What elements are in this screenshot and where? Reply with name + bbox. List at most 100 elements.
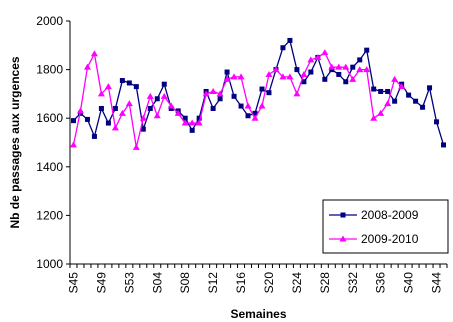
series-point	[132, 143, 140, 150]
series-point	[350, 64, 356, 70]
series-point	[371, 86, 377, 92]
series-point	[398, 83, 406, 90]
series-point	[84, 116, 90, 122]
series-point	[363, 66, 371, 73]
series-point	[293, 90, 301, 97]
series-point	[342, 63, 350, 70]
series-point	[392, 98, 398, 104]
series-point	[340, 212, 346, 218]
series-point	[167, 102, 175, 109]
series-point	[126, 80, 132, 86]
series-point	[237, 73, 245, 80]
series-point	[279, 73, 287, 80]
series-point	[377, 109, 385, 116]
x-tick-label: S44	[430, 272, 444, 294]
series-point	[427, 85, 433, 91]
series-point	[343, 79, 349, 85]
series-point	[349, 75, 357, 82]
series-point	[385, 88, 391, 94]
series-point	[230, 73, 238, 80]
x-axis-title: Semaines	[230, 307, 286, 321]
series-point	[125, 100, 133, 107]
series-point	[294, 67, 300, 73]
series-point	[202, 90, 210, 97]
series-point	[153, 112, 161, 119]
series-point	[76, 107, 84, 114]
legend-box	[322, 199, 449, 254]
y-axis-title: Nb de passages aux urgences	[8, 56, 22, 228]
series-point	[133, 84, 139, 90]
series-point	[322, 76, 328, 82]
series-point	[266, 90, 272, 96]
series-point	[223, 75, 231, 82]
series-point	[98, 105, 104, 111]
series-point	[196, 115, 202, 121]
x-tick-label: S20	[262, 272, 276, 294]
series-point	[154, 96, 160, 102]
y-tick-label: 2000	[36, 14, 63, 28]
axes	[66, 20, 448, 268]
series-point	[378, 88, 384, 94]
series-point	[182, 115, 188, 121]
legend: 2008-2009 2009-2010	[322, 199, 449, 254]
series-point	[413, 98, 419, 104]
series-point	[245, 113, 251, 119]
x-tick-label: S36	[374, 272, 388, 294]
series-point	[434, 119, 440, 125]
tick-labels: 1000 1200 1400 1600 1800 2000 S45 S49 S53 S04 S08 S…	[36, 14, 443, 293]
series-point	[301, 79, 307, 85]
x-tick-label: S49	[94, 272, 108, 294]
x-tick-label: S28	[318, 272, 332, 294]
series-point	[364, 47, 370, 53]
x-tick-label: S12	[206, 272, 220, 294]
series-point	[286, 73, 294, 80]
y-tick-label: 1200	[36, 208, 63, 222]
series-point	[321, 49, 329, 56]
series-point	[307, 56, 315, 63]
x-tick-label: S40	[402, 272, 416, 294]
series-point	[147, 105, 153, 111]
series-point	[287, 37, 293, 43]
series-point	[252, 110, 258, 116]
x-tick-label: S08	[178, 272, 192, 294]
series-point	[119, 78, 125, 84]
series-point	[265, 70, 273, 77]
series-point	[335, 63, 343, 70]
series-point	[300, 70, 308, 77]
series-point	[174, 109, 182, 116]
series-point	[161, 81, 167, 87]
series-point	[224, 69, 230, 75]
series-point	[272, 66, 280, 73]
series-point	[111, 124, 119, 131]
series-point	[216, 90, 224, 97]
series-2008-2009	[70, 37, 447, 148]
series-point	[91, 133, 97, 139]
x-tick-label: S24	[290, 272, 304, 294]
series-point	[406, 92, 412, 98]
series-point	[69, 141, 77, 148]
series-point	[391, 75, 399, 82]
series-point	[70, 118, 76, 124]
series-point	[258, 102, 266, 109]
series-point	[104, 83, 112, 90]
series-point	[160, 92, 168, 99]
legend-label: 2009-2010	[361, 232, 419, 246]
series-point	[181, 119, 189, 126]
series-point	[336, 71, 342, 77]
series-point	[105, 120, 111, 126]
x-tick-label: S32	[346, 272, 360, 294]
series-layer	[69, 37, 447, 150]
series-point	[244, 102, 252, 109]
series-point	[209, 87, 217, 94]
series-point	[339, 235, 347, 242]
x-tick-label: S45	[66, 272, 80, 294]
series-point	[328, 63, 336, 70]
series-point	[118, 109, 126, 116]
series-point	[420, 104, 426, 110]
y-tick-label: 1800	[36, 63, 63, 77]
series-point	[83, 63, 91, 70]
series-point	[357, 57, 363, 63]
x-tick-label: S53	[122, 272, 136, 294]
